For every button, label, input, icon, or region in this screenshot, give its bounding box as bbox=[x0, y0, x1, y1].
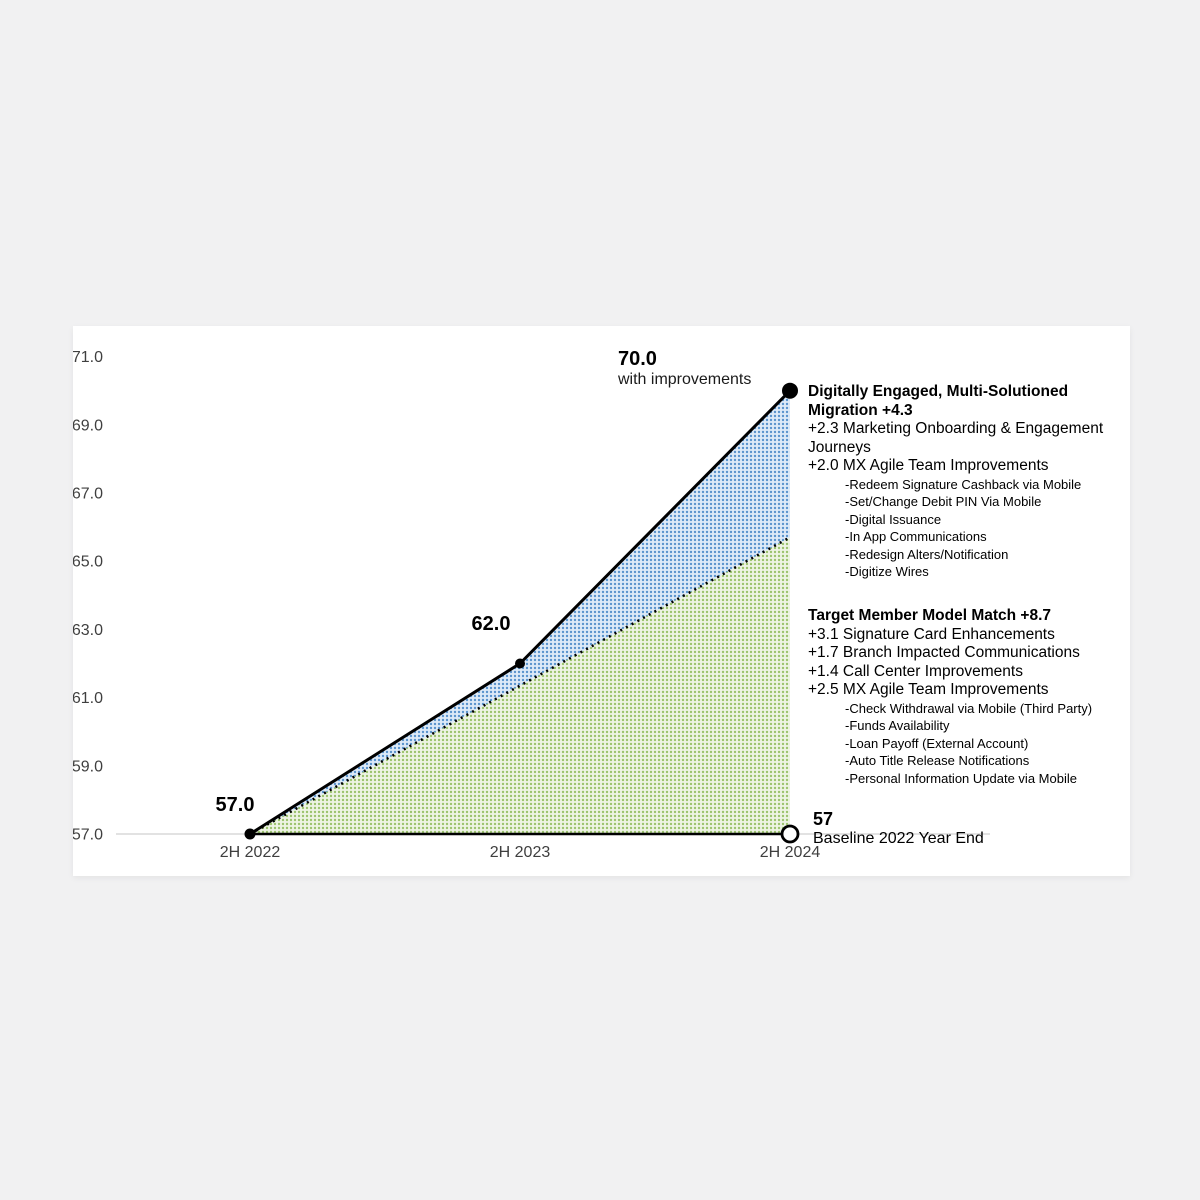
annotation-digitally-engaged-subitems: -Redeem Signature Cashback via Mobile -Se… bbox=[845, 476, 1126, 580]
annotation-digitally-engaged: Digitally Engaged, Multi-Solutioned Migr… bbox=[808, 383, 1126, 580]
annotation-sub-item: -Digitize Wires bbox=[845, 564, 929, 579]
annotation-item: +2.5 MX Agile Team Improvements bbox=[808, 681, 1049, 699]
annotation-item: +1.4 Call Center Improvements bbox=[808, 662, 1023, 680]
annotation-target-member-subitems: -Check Withdrawal via Mobile (Third Part… bbox=[845, 700, 1126, 787]
annotation-sub-item: -Redesign Alters/Notification bbox=[845, 546, 1009, 562]
annotation-item: +2.0 MX Agile Team Improvements bbox=[808, 457, 1049, 475]
annotation-sub-item: -Funds Availability bbox=[845, 718, 950, 734]
target-model-match-area bbox=[250, 537, 790, 834]
y-axis-ticks: 71.0 69.0 67.0 65.0 63.0 61.0 59.0 57.0 bbox=[73, 349, 103, 843]
y-tick-label: 59.0 bbox=[73, 758, 103, 775]
annotation-digitally-engaged-title: Digitally Engaged, Multi-Solutioned Migr… bbox=[808, 383, 1069, 419]
x-axis-ticks: 2H 2022 2H 2023 2H 2024 bbox=[220, 844, 821, 861]
annotation-sub-item: -Digital Issuance bbox=[845, 511, 942, 527]
annotation-baseline: 57 Baseline 2022 Year End bbox=[813, 809, 984, 848]
annotation-target-member-title: Target Member Model Match +8.7 bbox=[808, 607, 1052, 624]
annotation-sub-item: -Loan Payoff (External Account) bbox=[845, 735, 1029, 751]
annotation-item: +3.1 Signature Card Enhancements bbox=[808, 625, 1055, 643]
annotation-digitally-engaged-items: +2.3 Marketing Onboarding & Engagement J… bbox=[808, 420, 1126, 476]
y-tick-label: 69.0 bbox=[73, 417, 103, 434]
annotation-sub-item: -Redeem Signature Cashback via Mobile bbox=[845, 476, 1082, 492]
data-point-2h2023 bbox=[515, 658, 525, 669]
annotation-sub-item: -Auto Title Release Notifications bbox=[845, 753, 1030, 769]
point-label-57: 57.0 bbox=[216, 794, 255, 816]
annotation-item: +2.3 Marketing Onboarding & Engagement J… bbox=[808, 420, 1104, 456]
x-tick-label: 2H 2023 bbox=[490, 844, 551, 861]
y-tick-label: 65.0 bbox=[73, 554, 103, 571]
x-tick-label: 2H 2022 bbox=[220, 844, 281, 861]
annotation-sub-item: -In App Communications bbox=[845, 529, 987, 545]
chart-card: 71.0 69.0 67.0 65.0 63.0 61.0 59.0 57.0 2H 2022… bbox=[73, 326, 1130, 876]
x-tick-label: 2H 2024 bbox=[760, 844, 821, 861]
point-label-70-caption: with improvements bbox=[617, 371, 751, 388]
annotation-target-member: Target Member Model Match +8.7 +3.1 Sign… bbox=[808, 607, 1126, 787]
point-label-70: 70.0 bbox=[618, 348, 657, 370]
y-tick-label: 71.0 bbox=[73, 349, 103, 366]
y-tick-label: 57.0 bbox=[73, 827, 103, 844]
baseline-label: Baseline 2022 Year End bbox=[813, 830, 984, 847]
annotation-sub-item: -Set/Change Debit PIN Via Mobile bbox=[845, 494, 1042, 510]
data-point-2h2022 bbox=[244, 828, 256, 840]
annotation-item: +1.7 Branch Impacted Communications bbox=[808, 644, 1080, 662]
y-tick-label: 61.0 bbox=[73, 690, 103, 707]
y-tick-label: 63.0 bbox=[73, 622, 103, 639]
y-tick-label: 67.0 bbox=[73, 486, 103, 503]
annotation-sub-item: -Check Withdrawal via Mobile (Third Part… bbox=[845, 700, 1093, 716]
baseline-value: 57 bbox=[813, 809, 834, 829]
line-chart: 71.0 69.0 67.0 65.0 63.0 61.0 59.0 57.0 2H 2022… bbox=[73, 348, 990, 861]
data-point-2h2024-baseline bbox=[780, 824, 800, 844]
annotation-target-member-items: +3.1 Signature Card Enhancements +1.7 Bra… bbox=[808, 626, 1126, 700]
annotation-sub-item: -Personal Information Update via Mobile bbox=[845, 770, 1077, 786]
point-label-62: 62.0 bbox=[472, 613, 511, 635]
data-point-2h2024-improved bbox=[782, 382, 798, 399]
